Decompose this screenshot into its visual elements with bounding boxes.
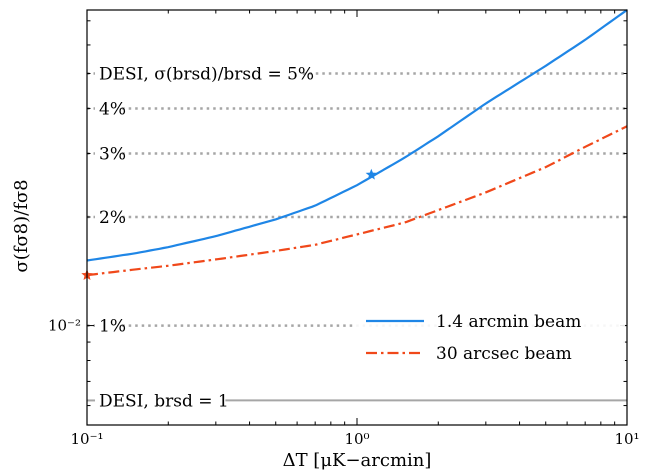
series-line-2	[86, 125, 628, 277]
reference-label-6: DESI, brsd = 1	[99, 391, 229, 411]
reference-label-5: 1%	[99, 317, 126, 337]
reference-label-2: 4%	[99, 99, 126, 119]
ticks-layer: 10⁻¹ 10⁰ 10¹ 10⁻²	[48, 10, 640, 448]
y-axis-title: σ(fσ8)/fσ8	[11, 179, 32, 272]
x-axis-title: ΔT [μK−arcmin]	[283, 450, 432, 471]
series-line-1	[86, 9, 628, 262]
series-layer	[86, 9, 628, 277]
reference-label-4: 2%	[99, 208, 126, 228]
series-marker-1	[365, 168, 377, 180]
legend-box	[355, 302, 625, 374]
reference-label-1: DESI, σ(brsd)/brsd = 5%	[99, 65, 314, 85]
legend-label-1: 1.4 arcmin beam	[436, 312, 581, 332]
reference-lines-layer: DESI, σ(brsd)/brsd = 5% 4% 3% 2% 1% DESI, brs…	[87, 65, 627, 411]
y-tick-label-1: 10⁻²	[48, 317, 81, 335]
legend-label-2: 30 arcsec beam	[436, 344, 572, 364]
x-tick-label-1: 10⁻¹	[70, 430, 103, 448]
x-tick-label-3: 10¹	[614, 430, 639, 448]
x-tick-label-2: 10⁰	[344, 430, 369, 448]
reference-label-3: 3%	[99, 145, 126, 165]
legend: 1.4 arcmin beam 30 arcsec beam	[355, 302, 625, 374]
